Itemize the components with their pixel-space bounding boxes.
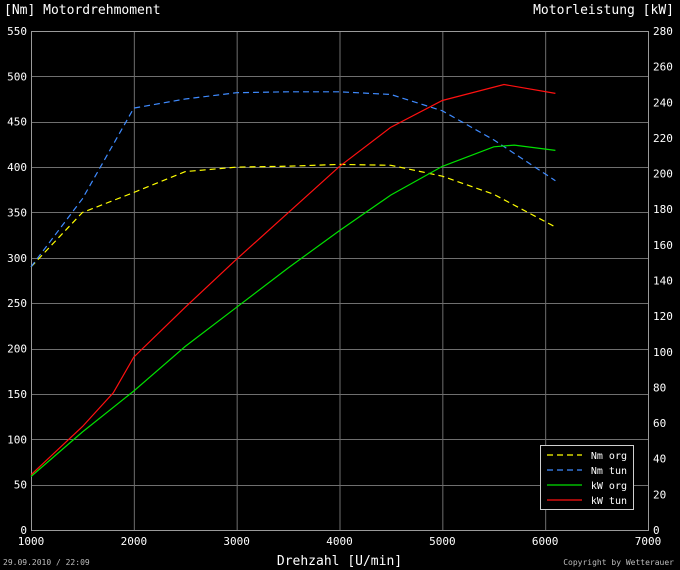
x-tick-label: 5000 — [429, 535, 456, 548]
y-right-tick-label: 40 — [653, 453, 666, 466]
x-tick-label: 7000 — [635, 535, 662, 548]
y-left-tick-label: 250 — [7, 297, 27, 310]
y-left-tick-label: 150 — [7, 388, 27, 401]
series-line-nm-tun — [30, 91, 556, 268]
y-right-tick-label: 80 — [653, 381, 666, 394]
right-axis-title: Motorleistung [kW] — [533, 3, 674, 18]
y-right-tick-label: 160 — [653, 239, 673, 252]
series-line-kw-tun — [30, 83, 556, 476]
y-left-tick-label: 400 — [7, 161, 27, 174]
x-tick-label: 6000 — [532, 535, 559, 548]
y-left-tick-label: 100 — [7, 433, 27, 446]
y-right-tick-label: 180 — [653, 203, 673, 216]
y-right-tick-label: 140 — [653, 275, 673, 288]
copyright: Copyright by Wetterauer — [563, 558, 674, 567]
y-right-tick-label: 60 — [653, 417, 666, 430]
y-left-tick-label: 0 — [20, 524, 27, 537]
x-tick-label: 1000 — [18, 535, 45, 548]
y-right-tick-label: 100 — [653, 346, 673, 359]
y-right-tick-label: 200 — [653, 168, 673, 181]
y-right-tick-label: 120 — [653, 310, 673, 323]
series-line-kw-org — [30, 144, 556, 477]
y-left-tick-label: 450 — [7, 116, 27, 129]
y-right-tick-label: 240 — [653, 96, 673, 109]
y-right-tick-label: 20 — [653, 488, 666, 501]
x-tick-label: 4000 — [326, 535, 353, 548]
x-tick-label: 3000 — [223, 535, 250, 548]
plot-border — [31, 31, 649, 531]
y-right-tick-label: 280 — [653, 25, 673, 38]
legend-label: kW tun — [591, 496, 627, 507]
y-right-tick-label: 0 — [653, 524, 660, 537]
series-line-nm-org — [30, 163, 556, 268]
legend-label: kW org — [591, 481, 627, 492]
y-right-tick-label: 220 — [653, 132, 673, 145]
y-left-tick-label: 300 — [7, 252, 27, 265]
legend-label: Nm org — [591, 451, 627, 462]
y-right-tick-label: 260 — [653, 61, 673, 74]
y-left-tick-label: 500 — [7, 70, 27, 83]
timestamp: 29.09.2010 / 22:09 — [3, 558, 90, 567]
legend-label: Nm tun — [591, 466, 627, 477]
y-left-tick-label: 50 — [14, 479, 27, 492]
legend-box — [540, 445, 634, 510]
y-left-tick-label: 350 — [7, 206, 27, 219]
y-left-tick-label: 550 — [7, 25, 27, 38]
x-tick-label: 2000 — [121, 535, 148, 548]
y-left-tick-label: 200 — [7, 343, 27, 356]
left-axis-title: [Nm] Motordrehmoment — [4, 3, 161, 18]
x-axis-label: Drehzahl [U/min] — [277, 554, 402, 569]
